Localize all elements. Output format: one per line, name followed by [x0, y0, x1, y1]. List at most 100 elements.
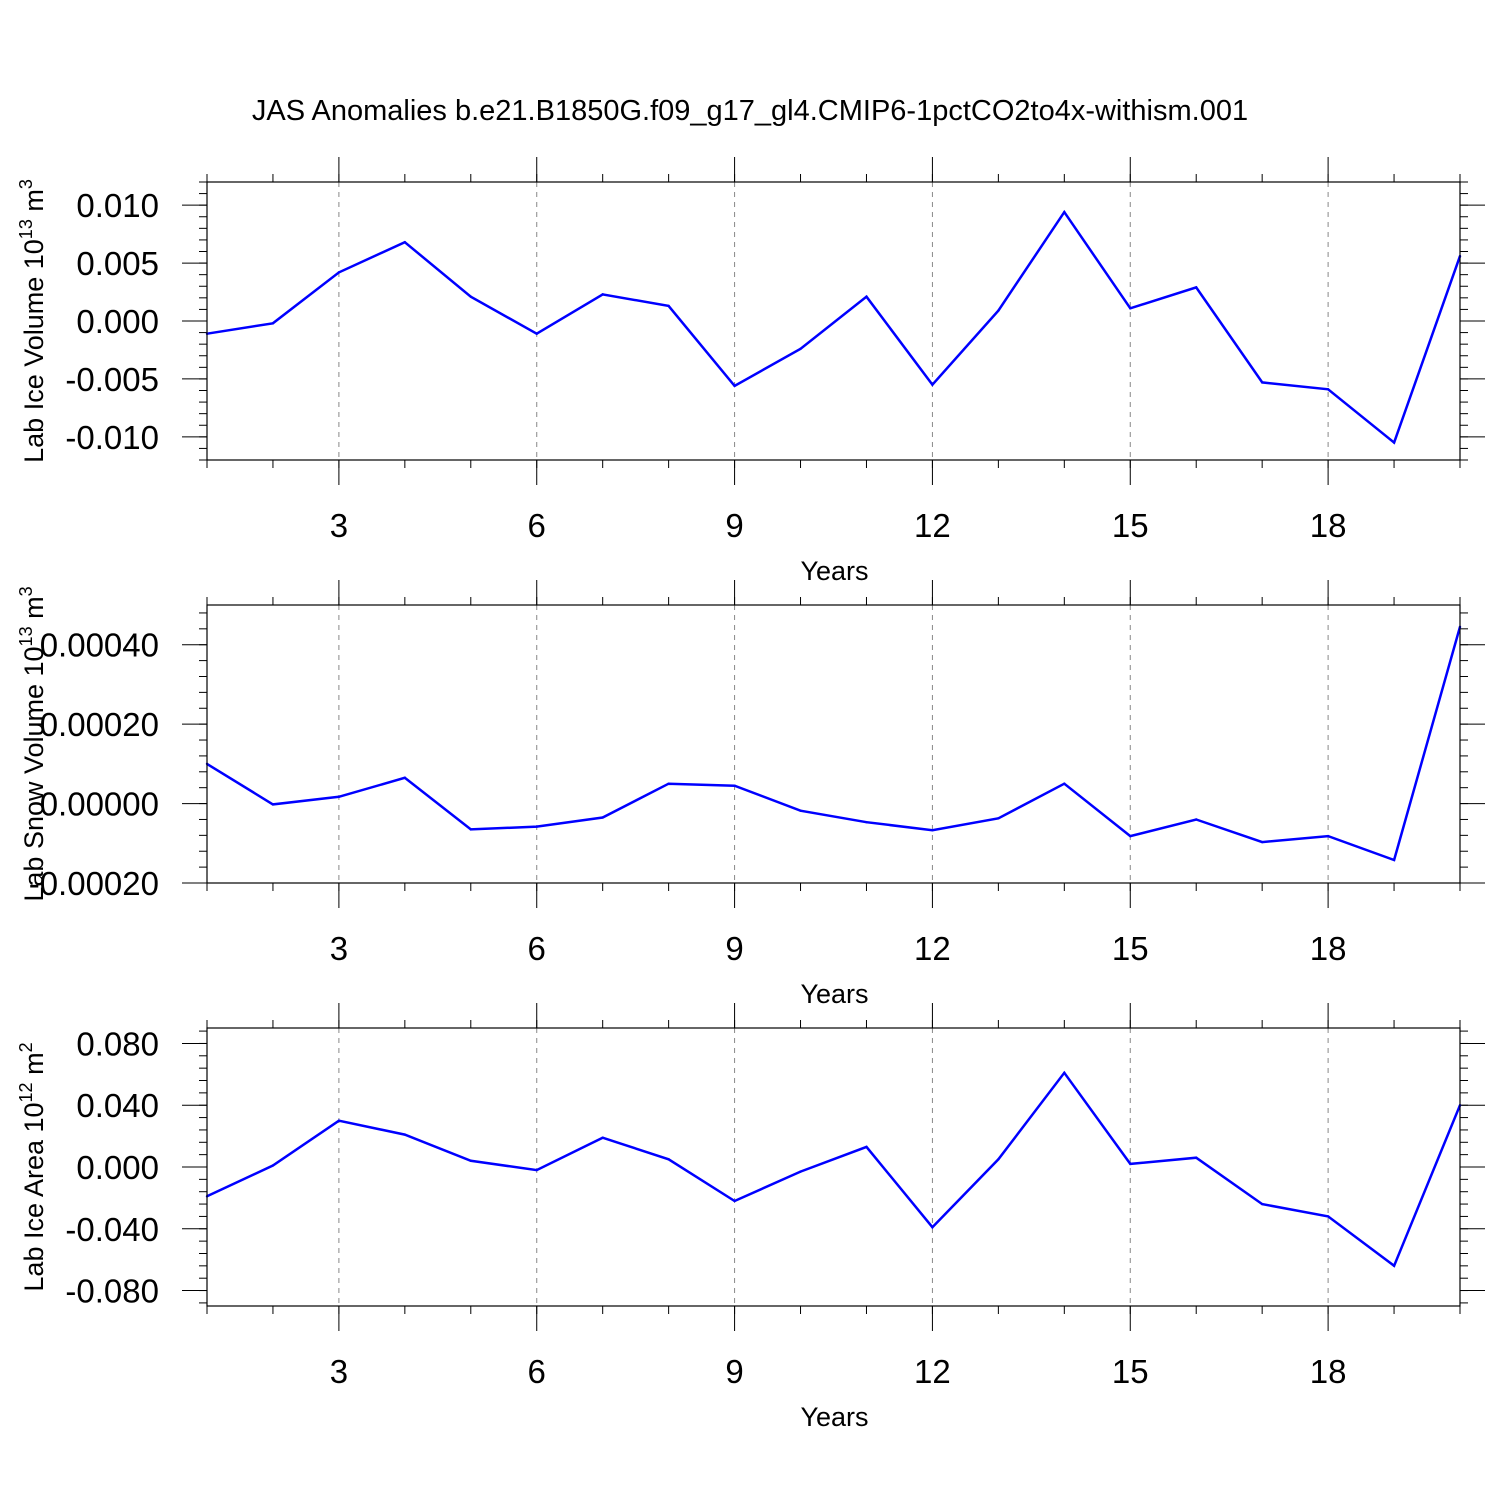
data-point: [1260, 840, 1264, 844]
data-point: [403, 1133, 407, 1136]
data-point: [931, 1226, 934, 1229]
plot-frame: [206, 181, 1461, 461]
data-point: [997, 1158, 1000, 1161]
data-point: [733, 784, 736, 787]
y-tick-label: 0.080: [76, 1025, 159, 1062]
x-tick-label: 3: [330, 1353, 348, 1390]
panel-ice-volume: 3 6 9 12 15 18 0.010 0.005 0.000 -0.005 -0.010 Year…: [16, 157, 1485, 586]
y-axis-label: Lab Ice Area 1012 m2: [16, 1042, 49, 1291]
data-point: [337, 1119, 341, 1122]
data-point: [337, 795, 341, 799]
data-point: [997, 309, 1000, 312]
data-point: [799, 347, 802, 350]
x-tick-label: 15: [1112, 930, 1149, 967]
data-point: [1260, 1202, 1264, 1206]
data-point: [469, 295, 472, 298]
data-point: [865, 821, 868, 824]
data-point: [337, 271, 341, 274]
y-tick-label: -0.080: [65, 1273, 159, 1310]
data-point: [271, 322, 275, 325]
data-point: [535, 332, 538, 335]
y-tick-label: 0.00000: [40, 786, 159, 823]
data-point: [535, 825, 538, 828]
data-point: [1392, 1264, 1396, 1268]
data-point: [997, 817, 1000, 820]
data-point: [733, 1199, 736, 1203]
data-point: [601, 816, 604, 819]
data-point: [733, 384, 736, 388]
data-point: [1392, 441, 1396, 444]
panel-ice-area: 3 6 9 12 15 18 0.080 0.040 0.000 -0.040 -0.080 Year…: [16, 1003, 1485, 1432]
data-point: [667, 304, 670, 308]
x-tick-label: 12: [914, 1353, 951, 1390]
data-point: [535, 1168, 538, 1172]
x-tick-label: 18: [1310, 507, 1347, 544]
data-point: [601, 293, 604, 296]
data-point: [271, 1164, 275, 1167]
y-tick-label: 0.00040: [40, 627, 159, 664]
data-point: [1195, 286, 1198, 289]
data-point: [469, 828, 472, 831]
x-tick-label: 12: [914, 930, 951, 967]
data-point: [1392, 858, 1396, 862]
data-point: [667, 782, 670, 785]
y-tick-label: 0.00020: [40, 706, 159, 743]
data-point: [1063, 1071, 1066, 1074]
data-point: [1063, 210, 1066, 214]
series-line: [206, 209, 1462, 445]
data-point: [1129, 1162, 1132, 1166]
y-tick-label: 0.005: [76, 245, 159, 282]
data-point: [1195, 818, 1198, 821]
figure-title: JAS Anomalies b.e21.B1850G.f09_g17_gl4.C…: [252, 95, 1248, 127]
data-point: [1326, 834, 1330, 838]
panels-container: 3 6 9 12 15 18 0.010 0.005 0.000 -0.005 -0.010 Year…: [16, 157, 1485, 1432]
series-line: [206, 1070, 1462, 1268]
y-tick-label: 0.010: [76, 187, 159, 224]
y-tick-label: -0.00020: [29, 865, 159, 902]
x-axis-label: Years: [800, 1402, 868, 1432]
data-point: [1260, 381, 1264, 384]
x-tick-label: 3: [330, 507, 348, 544]
y-axis-label: Lab Snow Volume 1013 m3: [16, 586, 49, 901]
data-point: [799, 1170, 802, 1173]
y-tick-label: 0.000: [76, 1149, 159, 1186]
data-point: [1326, 1215, 1330, 1218]
x-tick-label: 15: [1112, 1353, 1149, 1390]
plot-frame: [206, 604, 1461, 884]
x-axis-label: Years: [800, 979, 868, 1009]
x-tick-label: 15: [1112, 507, 1149, 544]
data-point: [865, 1145, 868, 1149]
x-tick-label: 9: [725, 507, 743, 544]
x-tick-label: 9: [725, 930, 743, 967]
data-point: [1129, 834, 1132, 838]
y-axis-label: Lab Ice Volume 1013 m3: [16, 179, 49, 463]
data-point: [865, 295, 868, 298]
y-tick-label: -0.010: [65, 419, 159, 456]
series-line: [206, 626, 1462, 862]
x-tick-label: 18: [1310, 930, 1347, 967]
data-point: [403, 776, 407, 779]
data-point: [601, 1136, 604, 1139]
data-point: [1063, 782, 1066, 785]
data-point: [931, 828, 934, 832]
y-tick-label: 0.000: [76, 303, 159, 340]
x-tick-label: 6: [528, 507, 546, 544]
data-point: [403, 241, 407, 244]
data-point: [271, 803, 275, 806]
data-point: [667, 1158, 670, 1161]
x-tick-label: 3: [330, 930, 348, 967]
x-tick-label: 9: [725, 1353, 743, 1390]
x-tick-label: 6: [528, 1353, 546, 1390]
data-point: [1129, 307, 1132, 310]
y-tick-label: -0.040: [65, 1211, 159, 1248]
x-axis-label: Years: [800, 556, 868, 586]
panel-snow-volume: 3 6 9 12 15 18 0.00040 0.00020 0.00000 -0.00020 Ye…: [16, 580, 1485, 1009]
x-tick-label: 12: [914, 507, 951, 544]
data-point: [799, 809, 802, 812]
data-point: [1195, 1156, 1198, 1159]
data-point: [1326, 388, 1330, 391]
x-tick-label: 6: [528, 930, 546, 967]
x-tick-label: 18: [1310, 1353, 1347, 1390]
